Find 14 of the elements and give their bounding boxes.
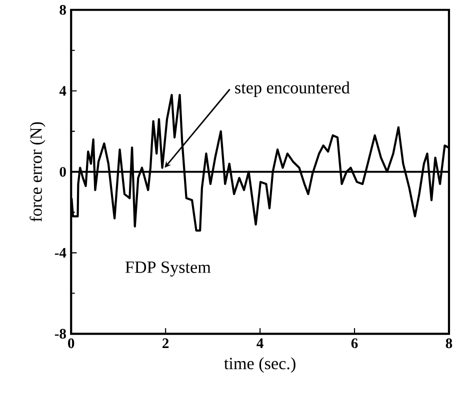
x-tick-label: 4	[256, 338, 264, 348]
x-tick-label: 2	[162, 338, 169, 348]
x-tick-label: 8	[446, 338, 452, 348]
y-tick-label: 8	[60, 5, 66, 15]
annotation: FDP System	[125, 262, 211, 277]
y-tick-label: -8	[54, 328, 66, 339]
x-axis-title: time (sec.)	[224, 357, 296, 373]
y-tick-label: 4	[59, 86, 66, 96]
y-tick-label: 0	[60, 167, 66, 177]
y-axis-title: force error (N)	[30, 122, 46, 222]
x-tick-label: 0	[68, 338, 74, 348]
annotation: step encountered	[235, 82, 350, 98]
x-tick-label: 6	[351, 338, 358, 348]
y-tick-label: -4	[54, 248, 66, 258]
